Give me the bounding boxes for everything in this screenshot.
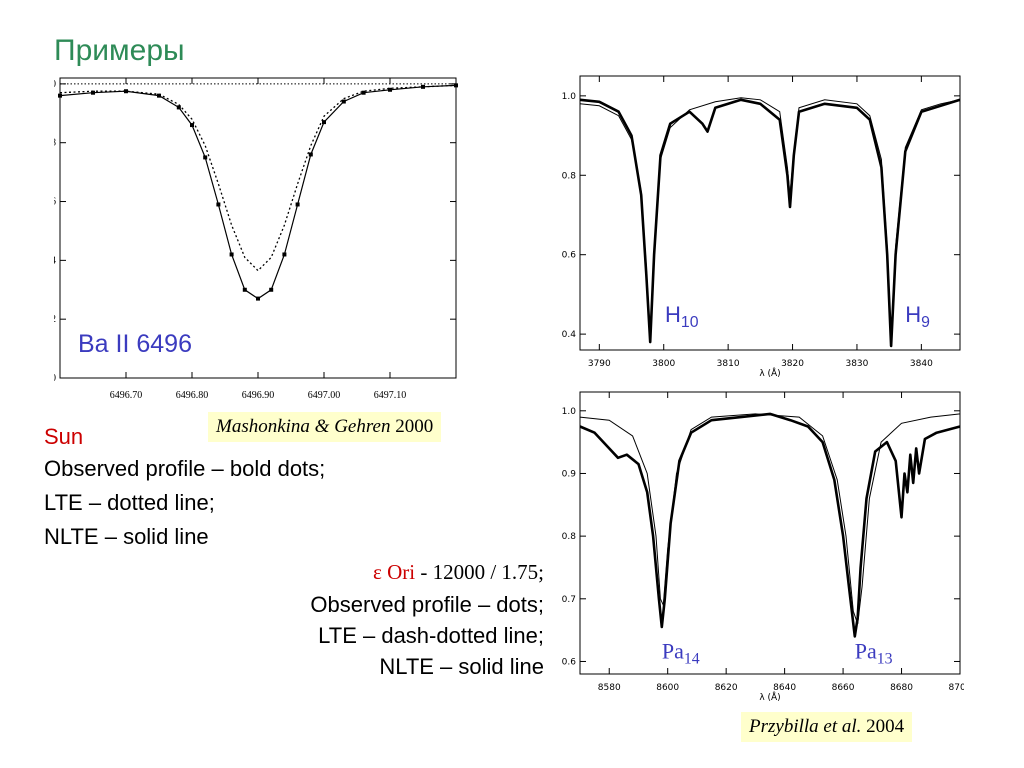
legend-right: ε Ori - 12000 / 1.75; Observed profile –… [310, 560, 544, 680]
x-tick-label: 6497.10 [374, 390, 407, 401]
legend-right-params: - 12000 / 1.75; [415, 560, 544, 584]
ba-ii-chart-panel: 6496.70 6496.80 6496.90 6497.00 6497.10 0.0 0.… [54, 76, 459, 408]
observed-dot [454, 83, 458, 88]
spectral-line-label: Pa13 [855, 638, 893, 667]
y-tick-label: 0.6 [562, 657, 577, 667]
observed-dot [58, 93, 62, 98]
legend-left-line-2: LTE – dotted line; [44, 490, 215, 515]
x-tick-label: 3820 [781, 359, 804, 369]
citation-right: Przybilla et al. 2004 [741, 712, 913, 742]
x-tick-label: 3790 [588, 359, 611, 369]
y-tick-label: 0.4 [562, 330, 577, 340]
y-tick-label: 0.0 [54, 373, 56, 384]
legend-right-star: ε Ori [373, 560, 416, 584]
nlte-solid-line [59, 84, 457, 300]
plot-frame [59, 77, 457, 379]
x-tick-label: 6497.00 [308, 390, 341, 401]
y-tick-label: 0.6 [562, 251, 577, 261]
x-axis-label: λ (Å) [759, 367, 780, 379]
x-tick-label: 6496.70 [110, 390, 143, 401]
y-tick-label: 0.4 [54, 255, 56, 266]
legend-right-header: ε Ori - 12000 / 1.75; [310, 560, 544, 585]
x-axis-label: λ (Å) [759, 691, 780, 703]
y-tick-label: 1.0 [54, 79, 56, 90]
slide-title: Примеры [54, 34, 185, 67]
y-tick-label: 0.8 [562, 171, 577, 181]
hydrogen-chart-panel: 3790 3800 3810 3820 3830 3840 0.4 0.6 0.8 1.0 λ (Å… [552, 74, 964, 386]
legend-right-line-3: NLTE – solid line [379, 654, 544, 679]
citation-right-authors: Przybilla et al. [749, 716, 862, 737]
model-profile [579, 413, 961, 625]
spectral-line-label: H10 [665, 302, 699, 331]
legend-right-line-1: Observed profile – dots; [310, 592, 544, 617]
x-tick-label: 8640 [773, 683, 796, 693]
citation-left-authors: Mashonkina & Gehren [216, 416, 391, 437]
model-profile [579, 97, 961, 339]
citation-left-year: 2000 [390, 416, 434, 437]
legend-left-star: Sun [44, 424, 84, 449]
y-tick-label: 1.0 [562, 92, 577, 102]
y-tick-label: 0.8 [54, 138, 56, 149]
y-tick-label: 1.0 [562, 407, 577, 417]
x-tick-label: 8580 [598, 683, 621, 693]
plot-frame [579, 75, 961, 351]
legend-left-line-1: Observed profile – bold dots; [44, 456, 326, 481]
observed-profile [579, 412, 961, 638]
y-tick-label: 0.2 [54, 314, 56, 325]
y-tick-label: 0.6 [54, 197, 56, 208]
x-tick-label: 8680 [890, 683, 913, 693]
x-tick-label: 3840 [910, 359, 933, 369]
x-tick-label: 6496.80 [176, 390, 209, 401]
y-tick-label: 0.8 [562, 532, 577, 542]
y-tick-label: 0.7 [562, 595, 576, 605]
x-tick-label: 6496.90 [242, 390, 275, 401]
legend-left-line-3: NLTE – solid line [44, 524, 209, 549]
plot-frame [579, 391, 961, 675]
ba-ii-chart: 6496.70 6496.80 6496.90 6497.00 6497.10 0.0 0.… [54, 77, 458, 401]
citation-right-year: 2004 [861, 716, 905, 737]
x-tick-label: 8620 [715, 683, 738, 693]
spectral-line-label: Pa14 [662, 638, 700, 667]
hydrogen-chart: 3790 3800 3810 3820 3830 3840 0.4 0.6 0.8 1.0 λ (Å… [562, 75, 961, 379]
x-tick-label: 3800 [652, 359, 675, 369]
legend-right-line-2: LTE – dash-dotted line; [318, 623, 544, 648]
x-tick-label: 8600 [656, 683, 679, 693]
x-tick-label: 3830 [845, 359, 868, 369]
x-tick-label: 8660 [832, 683, 855, 693]
x-tick-label: 3810 [717, 359, 740, 369]
y-tick-label: 0.9 [562, 469, 577, 479]
lte-dotted-line [59, 84, 457, 272]
citation-left: Mashonkina & Gehren 2000 [208, 412, 442, 442]
spectral-line-label: H9 [905, 302, 930, 331]
line-annotation: Ba II 6496 [78, 330, 192, 358]
